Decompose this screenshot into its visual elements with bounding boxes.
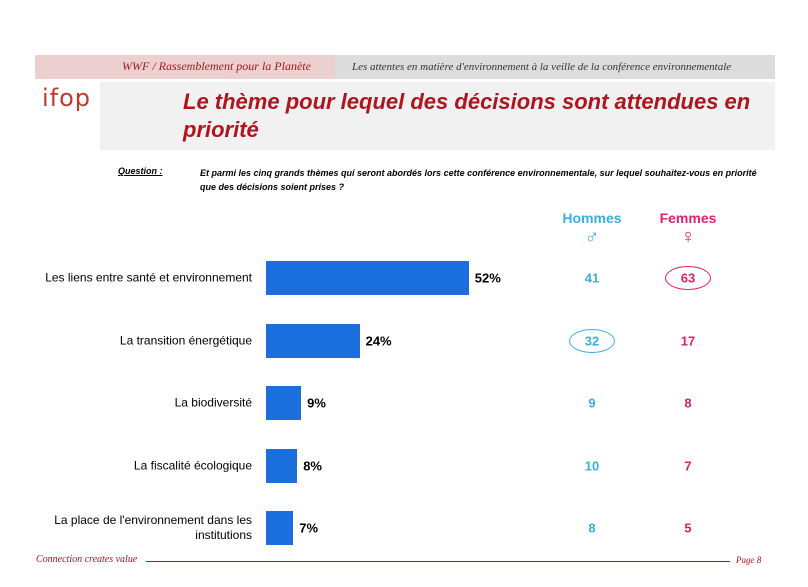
- page-number: Page 8: [736, 555, 762, 565]
- client: WWF / Rassemblement pour la Planète: [122, 59, 311, 73]
- tagline: Connection creates value: [36, 554, 138, 565]
- category-label: La transition énergétique: [119, 333, 252, 347]
- column-value: 5: [684, 520, 692, 536]
- column-value: 9: [588, 395, 596, 411]
- column-value: 8: [684, 395, 692, 411]
- header-accent: [35, 55, 335, 79]
- category-label: La place de l'environnement dans les ins…: [54, 513, 252, 542]
- column-value: 7: [684, 458, 692, 473]
- bar: [266, 323, 360, 358]
- value-label: 52%: [474, 270, 501, 286]
- title-box: [100, 82, 775, 150]
- gender-symbol: ♂: [584, 226, 600, 248]
- column-value: 41: [584, 270, 600, 286]
- footer-line: [146, 561, 730, 562]
- highlight-ring: [569, 328, 615, 353]
- chart-title: Le thème pour lequel des décisions sont …: [183, 89, 751, 142]
- bar: [266, 511, 294, 545]
- value-label: 7%: [299, 520, 319, 536]
- question: Et parmi les cinq grands thèmes qui sero…: [200, 168, 757, 192]
- question-label: Question :: [118, 166, 163, 176]
- column-header: Hommes: [562, 210, 622, 226]
- column-value: 32: [584, 333, 600, 348]
- value-label: 9%: [307, 395, 326, 411]
- column-header: Femmes: [659, 210, 717, 226]
- value-label: 8%: [303, 458, 322, 473]
- bar: [266, 448, 298, 483]
- column-value: 17: [680, 333, 696, 348]
- category-label: Les liens entre santé et environnement: [45, 270, 252, 285]
- category-label: La biodiversité: [174, 395, 252, 410]
- column-value: 63: [680, 270, 696, 286]
- value-label: 24%: [365, 333, 392, 348]
- bar: [266, 386, 302, 420]
- logo: ifop: [42, 84, 92, 112]
- column-value: 10: [584, 458, 600, 473]
- category-label: La fiscalité écologique: [133, 458, 252, 472]
- gender-symbol: ♀: [680, 226, 696, 248]
- highlight-ring: [665, 266, 711, 290]
- bar: [266, 261, 469, 295]
- study: Les attentes en matière d'environnement …: [352, 61, 732, 73]
- column-value: 8: [588, 520, 596, 536]
